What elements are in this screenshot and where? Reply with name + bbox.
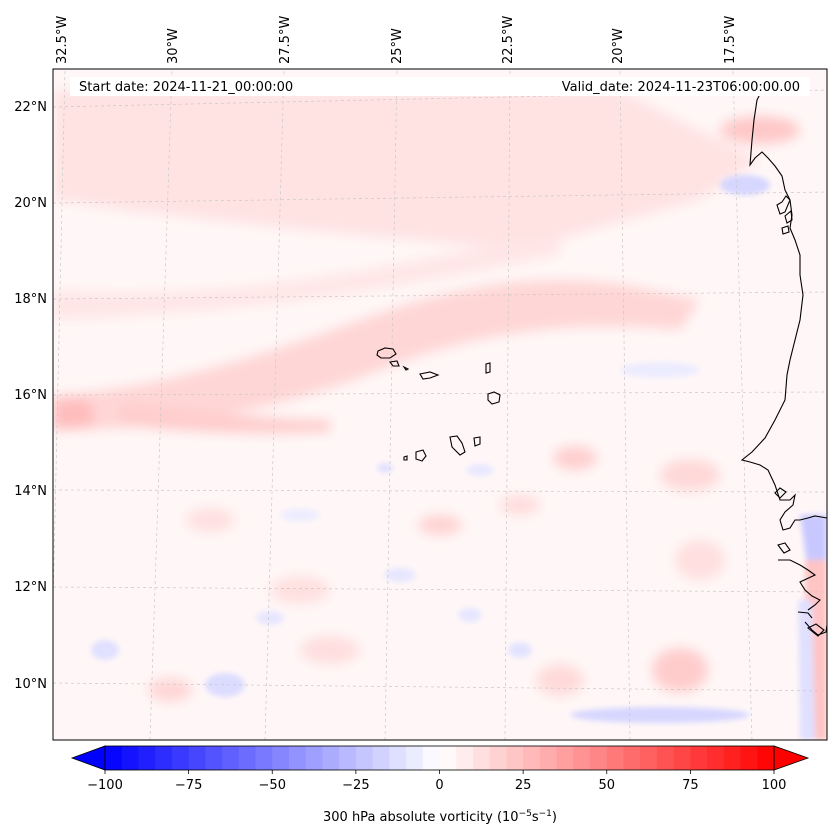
island-maio: [473, 436, 481, 447]
lat-label: 10°N: [14, 677, 47, 692]
colorbar-tick-label: 75: [682, 778, 699, 793]
colorbar: −100 −75 −50 −25 0 25 50 75 100 300 hPa absolute…: [70, 745, 810, 825]
colorbar-segment: [121, 746, 140, 770]
lat-label: 16°N: [14, 388, 47, 403]
island-sao-vicente: [389, 360, 400, 367]
colorbar-segment: [740, 746, 758, 770]
lat-label: 12°N: [14, 580, 47, 595]
colorbar-segment: [406, 746, 424, 770]
colorbar-segment: [707, 746, 725, 770]
colorbar-segment: [656, 746, 675, 770]
valid-date-label: Valid_date: 2024-11-23T06:00:00.00: [562, 80, 800, 95]
lon-label: 32.5°W: [55, 16, 70, 64]
colorbar-segment: [539, 746, 558, 770]
colorbar-segment: [523, 746, 541, 770]
colorbar-segment: [138, 746, 156, 770]
island-fogo: [415, 449, 427, 462]
colorbar-segment: [573, 746, 591, 770]
longitude-labels: 32.5°W 30°W 27.5°W 25°W 22.5°W 20°W 17.5…: [55, 16, 738, 64]
colorbar-segment: [322, 746, 340, 770]
colorbar-segment: [506, 746, 524, 770]
lon-label: 17.5°W: [723, 16, 738, 64]
colorbar-segment: [472, 746, 491, 770]
lon-label: 22.5°W: [501, 16, 516, 64]
colorbar-segment: [623, 746, 641, 770]
lon-label: 30°W: [166, 28, 181, 64]
colorbar-min-arrow: [70, 745, 106, 771]
lon-label: 27.5°W: [278, 16, 293, 64]
colorbar-segment: [439, 746, 457, 770]
colorbar-segment: [673, 746, 691, 770]
colorbar-tick-label: −100: [87, 778, 123, 793]
africa-coastline: [740, 79, 827, 637]
lat-label: 22°N: [14, 100, 47, 115]
lon-label: 25°W: [390, 28, 405, 64]
date-header: Start date: 2024-11-21_00:00:00 Valid_da…: [70, 77, 810, 96]
colorbar-ticks: −100 −75 −50 −25 0 25 50 75 100: [87, 770, 786, 793]
start-date-label: Start date: 2024-11-21_00:00:00: [79, 80, 293, 95]
map-frame: [52, 68, 828, 741]
island-boa-vista: [487, 391, 501, 405]
colorbar-segment: [205, 746, 223, 770]
colorbar-tick-label: −50: [259, 778, 286, 793]
island-sal: [485, 362, 491, 374]
island-santiago: [449, 435, 466, 456]
lat-label: 14°N: [14, 484, 47, 499]
colorbar-segments: [105, 746, 775, 770]
colorbar-segment: [222, 746, 240, 770]
colorbar-segment: [422, 746, 441, 770]
colorbar-segment: [171, 746, 190, 770]
colorbar-segment: [556, 746, 574, 770]
colorbar-segment: [105, 746, 123, 770]
colorbar-segment: [757, 746, 775, 770]
colorbar-segment: [305, 746, 324, 770]
colorbar-segment: [690, 746, 708, 770]
colorbar-max-arrow: [773, 745, 810, 771]
island-brava: [403, 455, 408, 461]
positive-vorticity-areas: [53, 90, 800, 702]
colorbar-tick-label: 25: [515, 778, 532, 793]
colorbar-tick-label: 100: [762, 778, 787, 793]
colorbar-segment: [372, 746, 390, 770]
colorbar-tick-label: 0: [435, 778, 443, 793]
colorbar-segment: [255, 746, 273, 770]
negative-vorticity-areas: [91, 175, 770, 723]
lon-label: 20°W: [611, 28, 626, 64]
latitude-labels: 22°N 20°N 18°N 16°N 14°N 12°N 10°N: [14, 100, 47, 692]
colorbar-segment: [640, 746, 658, 770]
island-santo-antao: [376, 347, 397, 359]
colorbar-tick-label: −25: [342, 778, 369, 793]
colorbar-segment: [355, 746, 374, 770]
island-sao-nicolau: [419, 371, 440, 380]
colorbar-segment: [606, 746, 625, 770]
colorbar-segment: [188, 746, 206, 770]
colorbar-tick-label: 50: [598, 778, 615, 793]
vorticity-field: [53, 90, 827, 740]
colorbar-segment: [272, 746, 290, 770]
header-background: [70, 77, 810, 96]
colorbar-segment: [590, 746, 608, 770]
colorbar-segment: [288, 746, 307, 770]
map-gridlines: [53, 69, 827, 740]
lat-label: 18°N: [14, 292, 47, 307]
island-santa-luzia: [402, 365, 410, 371]
colorbar-segment: [723, 746, 742, 770]
colorbar-segment: [155, 746, 173, 770]
coastal-vorticity: [798, 515, 827, 740]
colorbar-segment: [456, 746, 474, 770]
lat-label: 20°N: [14, 196, 47, 211]
map-panel: [52, 68, 828, 741]
colorbar-segment: [339, 746, 357, 770]
cape-verde-islands: [376, 347, 501, 462]
colorbar-segment: [489, 746, 508, 770]
colorbar-tick-label: −75: [175, 778, 202, 793]
colorbar-label: 300 hPa absolute vorticity (10−5s−1): [323, 809, 557, 825]
colorbar-segment: [238, 746, 257, 770]
colorbar-segment: [389, 746, 407, 770]
